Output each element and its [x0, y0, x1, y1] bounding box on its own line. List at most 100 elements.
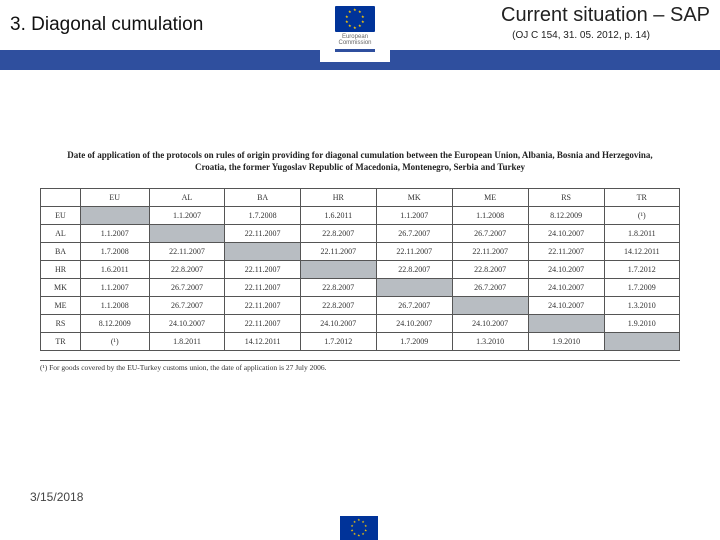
matrix-cell: 1.1.2008 [452, 207, 528, 225]
matrix-col-header: RS [528, 189, 604, 207]
matrix-cell: 1.8.2011 [149, 333, 225, 351]
matrix-cell: 1.8.2011 [604, 225, 679, 243]
eu-stars-icon: ★★ ★★ ★★ ★★ ★★ [344, 8, 366, 30]
logo-text: European Commission [338, 34, 371, 46]
matrix-cell [300, 261, 376, 279]
cumulation-matrix: EUALBAHRMKMERSTR EU1.1.20071.7.20081.6.2… [40, 188, 680, 351]
matrix-cell: 1.7.2009 [376, 333, 452, 351]
matrix-cell [528, 315, 604, 333]
matrix-cell [604, 333, 679, 351]
footnote: (¹) For goods covered by the EU-Turkey c… [40, 360, 680, 372]
matrix-cell: 26.7.2007 [452, 225, 528, 243]
matrix-row: BA1.7.200822.11.200722.11.200722.11.2007… [41, 243, 680, 261]
matrix-cell: 1.7.2009 [604, 279, 679, 297]
matrix-cell: 1.9.2010 [528, 333, 604, 351]
matrix-row-header: BA [41, 243, 81, 261]
matrix-row: TR(¹)1.8.201114.12.20111.7.20121.7.20091… [41, 333, 680, 351]
matrix-cell: 8.12.2009 [528, 207, 604, 225]
matrix-row: EU1.1.20071.7.20081.6.20111.1.20071.1.20… [41, 207, 680, 225]
matrix-cell [81, 207, 150, 225]
matrix-cell: 1.1.2007 [149, 207, 225, 225]
footer-date: 3/15/2018 [30, 490, 83, 504]
matrix-cell: 24.10.2007 [528, 297, 604, 315]
matrix-cell: 22.11.2007 [225, 297, 300, 315]
matrix-cell: 8.12.2009 [81, 315, 150, 333]
matrix-cell: 22.8.2007 [376, 261, 452, 279]
matrix-cell: 1.6.2011 [81, 261, 150, 279]
matrix-cell: 22.8.2007 [300, 297, 376, 315]
logo-underline [335, 49, 375, 52]
matrix-header-row: EUALBAHRMKMERSTR [41, 189, 680, 207]
matrix-cell: 26.7.2007 [376, 297, 452, 315]
slide: 3. Diagonal cumulation Current situation… [0, 0, 720, 540]
matrix-col-header: AL [149, 189, 225, 207]
matrix-cell: 22.8.2007 [149, 261, 225, 279]
matrix-row-header: MK [41, 279, 81, 297]
title-right: Current situation – SAP [501, 4, 710, 27]
matrix-cell: 22.11.2007 [225, 261, 300, 279]
matrix-cell: (¹) [604, 207, 679, 225]
matrix-cell: 22.11.2007 [225, 279, 300, 297]
matrix-cell: 24.10.2007 [528, 261, 604, 279]
matrix-cell: 22.11.2007 [225, 225, 300, 243]
matrix-cell: 1.1.2007 [81, 225, 150, 243]
matrix-cell: 26.7.2007 [149, 297, 225, 315]
matrix-cell: 24.10.2007 [300, 315, 376, 333]
matrix-cell: 24.10.2007 [149, 315, 225, 333]
matrix-cell: 1.3.2010 [452, 333, 528, 351]
matrix-cell: 24.10.2007 [452, 315, 528, 333]
matrix-cell: 24.10.2007 [376, 315, 452, 333]
matrix-cell: 1.1.2008 [81, 297, 150, 315]
matrix-cell: 1.7.2012 [300, 333, 376, 351]
matrix-cell: 22.8.2007 [300, 279, 376, 297]
matrix-row: MK1.1.200726.7.200722.11.200722.8.200726… [41, 279, 680, 297]
matrix-cell: 1.3.2010 [604, 297, 679, 315]
matrix-cell: 26.7.2007 [149, 279, 225, 297]
matrix-row-header: HR [41, 261, 81, 279]
matrix-cell: 22.11.2007 [300, 243, 376, 261]
matrix-cell: 22.11.2007 [149, 243, 225, 261]
matrix-cell: 14.12.2011 [225, 333, 300, 351]
matrix-cell [452, 297, 528, 315]
matrix-cell: 22.11.2007 [452, 243, 528, 261]
eu-stars-icon: ★★ ★★ ★★ ★★ ★★ [350, 519, 369, 538]
subtitle: (OJ C 154, 31. 05. 2012, p. 14) [512, 30, 650, 41]
header: 3. Diagonal cumulation Current situation… [0, 0, 720, 68]
matrix-cell: 1.1.2007 [81, 279, 150, 297]
matrix-cell: 24.10.2007 [528, 279, 604, 297]
matrix-col-header: TR [604, 189, 679, 207]
matrix-cell: 1.9.2010 [604, 315, 679, 333]
matrix-col-header: BA [225, 189, 300, 207]
matrix-row-header: TR [41, 333, 81, 351]
matrix-row-header: RS [41, 315, 81, 333]
matrix-row: RS8.12.200924.10.200722.11.200724.10.200… [41, 315, 680, 333]
matrix-col-header: MK [376, 189, 452, 207]
matrix-cell: 26.7.2007 [376, 225, 452, 243]
matrix-cell: 24.10.2007 [528, 225, 604, 243]
matrix-cell: 1.7.2008 [81, 243, 150, 261]
matrix-cell: 22.11.2007 [376, 243, 452, 261]
matrix-cell: 26.7.2007 [452, 279, 528, 297]
matrix-cell: 1.7.2008 [225, 207, 300, 225]
footer-eu-flag-icon: ★★ ★★ ★★ ★★ ★★ [340, 516, 378, 540]
matrix-row: AL1.1.200722.11.200722.8.200726.7.200726… [41, 225, 680, 243]
matrix-row: ME1.1.200826.7.200722.11.200722.8.200726… [41, 297, 680, 315]
matrix-row-header: ME [41, 297, 81, 315]
matrix-cell: 14.12.2011 [604, 243, 679, 261]
matrix-cell [149, 225, 225, 243]
matrix-corner [41, 189, 81, 207]
matrix-cell: 22.11.2007 [528, 243, 604, 261]
matrix-cell: 1.6.2011 [300, 207, 376, 225]
matrix-cell [225, 243, 300, 261]
matrix-cell: 22.8.2007 [452, 261, 528, 279]
matrix-cell: (¹) [81, 333, 150, 351]
title-left: 3. Diagonal cumulation [10, 14, 203, 36]
matrix-cell: 22.8.2007 [300, 225, 376, 243]
matrix-cell [376, 279, 452, 297]
matrix-row: HR1.6.201122.8.200722.11.200722.8.200722… [41, 261, 680, 279]
table-caption: Date of application of the protocols on … [60, 150, 660, 173]
matrix-col-header: ME [452, 189, 528, 207]
matrix-cell: 1.1.2007 [376, 207, 452, 225]
ec-logo: ★★ ★★ ★★ ★★ ★★ European Commission [320, 6, 390, 62]
matrix-row-header: AL [41, 225, 81, 243]
